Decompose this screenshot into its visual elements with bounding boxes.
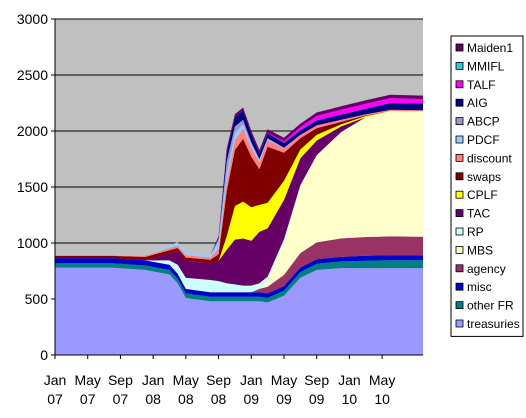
legend-label: MMIFL bbox=[467, 59, 505, 73]
series-areas bbox=[55, 94, 423, 355]
x-tick-label-year: 07 bbox=[113, 391, 129, 407]
legend-label: TALF bbox=[467, 78, 495, 92]
legend-swatch bbox=[455, 98, 464, 107]
x-tick-label-month: May bbox=[74, 372, 100, 388]
x-tick-label-year: 08 bbox=[145, 391, 161, 407]
legend-swatch bbox=[455, 43, 464, 52]
x-tick-label-year: 07 bbox=[47, 391, 63, 407]
legend-label: agency bbox=[467, 262, 506, 276]
x-tick-label-year: 08 bbox=[178, 391, 194, 407]
y-tick-label: 1000 bbox=[17, 235, 48, 251]
legend-swatch bbox=[455, 80, 464, 89]
y-tick-label: 1500 bbox=[17, 179, 48, 195]
legend-swatch bbox=[455, 190, 464, 199]
x-tick-label-month: Jan bbox=[44, 372, 67, 388]
area-tac bbox=[55, 111, 423, 286]
legend-swatch bbox=[455, 172, 464, 181]
area-misc bbox=[55, 255, 423, 298]
legend-swatch bbox=[455, 117, 464, 125]
axes: 0 500 1000 1500 2000 2500 3000 Jan 07 May 07 Sep 07 J… bbox=[17, 11, 423, 407]
legend-swatch bbox=[455, 62, 464, 70]
area-discount bbox=[55, 109, 423, 260]
area-treasuries bbox=[55, 267, 423, 355]
legend-swatch bbox=[455, 209, 464, 218]
legend-label: AIG bbox=[467, 96, 488, 110]
x-tick-label-month: Jan bbox=[142, 372, 165, 388]
y-tick-label: 2500 bbox=[17, 67, 48, 83]
x-tick-label-month: May bbox=[271, 372, 297, 388]
legend-label: swaps bbox=[467, 170, 501, 184]
legend-label: discount bbox=[467, 151, 512, 165]
legend-label: Maiden1 bbox=[467, 41, 513, 55]
legend-label: TAC bbox=[467, 207, 490, 221]
y-tick-label: 2000 bbox=[17, 123, 48, 139]
legend-label: CPLF bbox=[467, 188, 498, 202]
area-other-fr bbox=[55, 260, 423, 303]
legend-swatch bbox=[455, 301, 464, 310]
area-agency bbox=[55, 236, 423, 294]
x-tick-label-month: Sep bbox=[108, 372, 133, 388]
legend-swatch bbox=[455, 227, 464, 236]
legend-swatch bbox=[455, 245, 464, 254]
x-tick-label-month: Jan bbox=[338, 372, 361, 388]
x-tick-label-month: May bbox=[173, 372, 199, 388]
legend-swatch bbox=[455, 264, 464, 273]
legend-swatch bbox=[455, 282, 464, 291]
x-tick-label-year: 09 bbox=[276, 391, 292, 407]
x-tick-label-year: 10 bbox=[342, 391, 358, 407]
area-mbs bbox=[55, 111, 423, 293]
y-tick-label: 3000 bbox=[17, 11, 48, 27]
legend-label: PDCF bbox=[467, 133, 500, 147]
x-tick-label-year: 07 bbox=[80, 391, 96, 407]
legend-swatch bbox=[455, 153, 464, 162]
x-tick-label-year: 09 bbox=[309, 391, 325, 407]
area-swaps bbox=[55, 111, 423, 264]
x-tick-label-month: Jan bbox=[240, 372, 263, 388]
legend-label: RP bbox=[467, 225, 484, 239]
legend-swatch bbox=[455, 319, 464, 328]
x-tick-label-year: 10 bbox=[374, 391, 390, 407]
legend-label: treasuries bbox=[467, 317, 520, 331]
legend-label: misc bbox=[467, 280, 492, 294]
legend-swatch bbox=[455, 135, 464, 144]
legend-label: ABCP bbox=[467, 115, 500, 129]
x-tick-label-month: May bbox=[369, 372, 395, 388]
x-tick-label-month: Sep bbox=[206, 372, 231, 388]
area-cplf bbox=[55, 111, 423, 264]
legend: Maiden1 MMIFL TALF AIG ABCP PDCF discount swaps… bbox=[450, 35, 524, 337]
legend-label: MBS bbox=[467, 243, 493, 257]
x-tick-label-year: 08 bbox=[211, 391, 227, 407]
legend-label: other FR bbox=[467, 299, 514, 313]
y-tick-label: 500 bbox=[25, 291, 49, 307]
y-tick-label: 0 bbox=[40, 347, 48, 363]
x-tick-label-year: 09 bbox=[243, 391, 259, 407]
x-tick-label-month: Sep bbox=[304, 372, 329, 388]
